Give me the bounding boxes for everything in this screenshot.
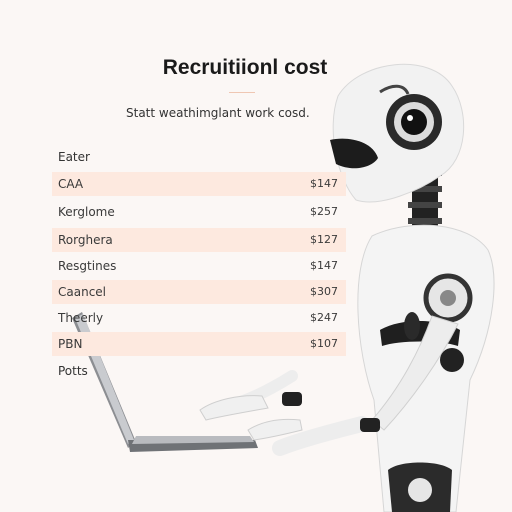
item-value: $257 xyxy=(310,205,338,218)
item-value: $107 xyxy=(310,337,338,350)
item-value: $247 xyxy=(310,311,338,324)
item-label: PBN xyxy=(58,337,83,351)
item-label: Theerly xyxy=(58,311,104,325)
subtitle: Statt weathimglant work cosd. xyxy=(126,106,310,120)
list-item: Caancel $307 xyxy=(52,280,346,304)
item-label: Rorghera xyxy=(58,233,113,247)
list-item: Kerglome $257 xyxy=(52,200,346,224)
robot-head xyxy=(330,63,465,203)
item-label: Caancel xyxy=(58,285,107,299)
robot-lower-body xyxy=(388,462,452,512)
list-header: Eater xyxy=(58,150,90,164)
title-divider xyxy=(229,92,255,93)
robot-hands xyxy=(199,395,303,441)
item-value: $307 xyxy=(310,285,338,298)
item-label: CAA xyxy=(58,177,84,191)
item-value: $147 xyxy=(310,177,338,190)
footer-label: Potts xyxy=(58,364,88,378)
item-value: $127 xyxy=(310,233,338,246)
list-item: PBN $107 xyxy=(52,332,346,356)
page-title: Recruitiionl cost xyxy=(162,56,328,79)
item-value: $147 xyxy=(310,259,338,272)
list-item: Rorghera $127 xyxy=(52,228,346,252)
list-item: Theerly $247 xyxy=(52,306,346,330)
list-item: Resgtines $147 xyxy=(52,254,346,278)
item-label: Resgtines xyxy=(58,259,117,273)
list-item: CAA $147 xyxy=(52,172,346,196)
item-label: Kerglome xyxy=(58,205,115,219)
